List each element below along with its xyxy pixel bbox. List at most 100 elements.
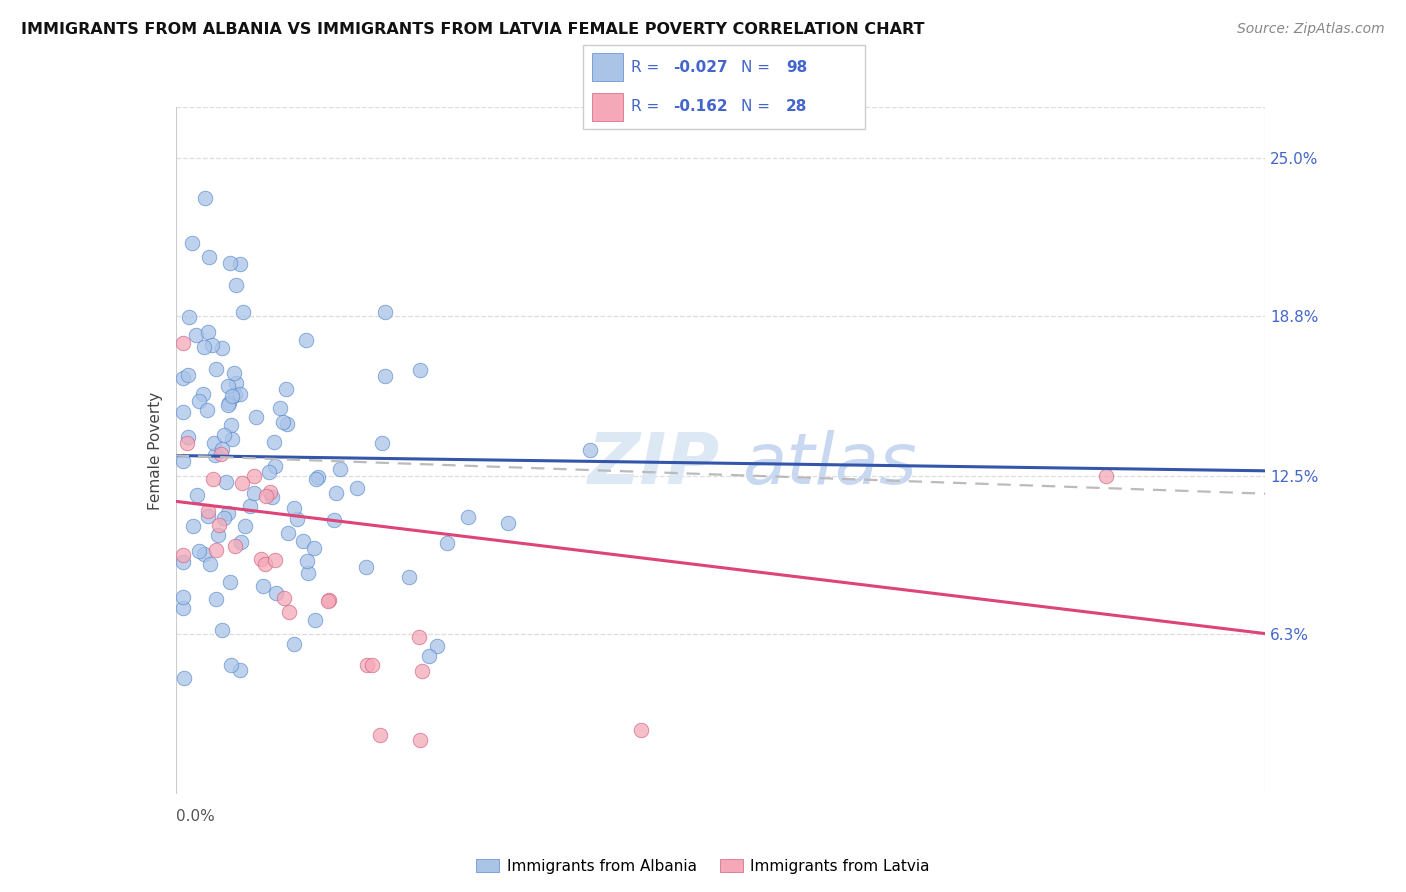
Point [215,475,238,489]
Point [418,649,440,664]
Point [188,543,211,558]
Point [177,430,200,444]
Point [212,511,235,525]
Point [231,475,253,490]
Point [217,506,239,520]
Point [292,534,315,549]
Point [186,488,208,502]
Point [225,278,247,293]
Point [409,733,432,747]
Point [193,547,215,561]
Point [224,388,246,402]
Point [225,376,247,390]
Point [194,191,217,205]
Point [224,539,246,553]
Point [273,591,295,605]
Text: R =: R = [631,99,665,114]
Text: atlas: atlas [742,430,917,499]
Point [197,509,219,524]
Point [278,606,301,620]
Point [221,432,243,446]
Point [277,526,299,541]
Point [361,657,384,672]
Point [374,369,396,384]
Point [1094,469,1116,483]
Point [346,481,368,495]
Point [304,541,326,555]
Point [207,528,229,542]
Point [181,519,204,533]
Point [205,592,228,607]
Point [457,509,479,524]
Point [254,489,277,503]
Point [211,623,233,637]
Point [285,512,308,526]
Point [259,485,281,500]
Point [172,371,194,385]
Point [195,403,218,417]
Point [408,630,430,644]
Point [329,462,352,476]
Point [211,442,233,456]
Point [172,454,194,468]
Point [172,590,194,604]
Point [305,472,328,486]
Point [276,417,298,431]
Point [409,363,432,377]
Point [274,382,297,396]
Point [295,553,318,567]
Point [252,579,274,593]
Point [218,396,240,410]
Point [205,361,228,376]
Point [204,449,226,463]
Point [217,379,239,393]
Point [229,257,252,271]
Point [172,336,194,351]
Point [221,657,243,672]
Text: N =: N = [741,60,775,75]
Point [498,516,520,530]
Point [294,333,316,347]
Point [243,486,266,500]
Point [217,398,239,412]
Point [201,472,224,486]
Point [283,637,305,651]
Point [222,366,245,380]
Point [356,657,378,672]
Point [239,500,262,514]
Point [201,338,224,352]
Point [318,594,340,608]
Text: -0.027: -0.027 [673,60,728,75]
Point [436,536,458,550]
Point [173,671,195,685]
Point [209,447,232,461]
Point [318,593,340,607]
Point [202,435,225,450]
Point [198,557,221,571]
Text: 28: 28 [786,99,807,114]
Text: 0.0%: 0.0% [176,809,215,824]
Point [172,549,194,563]
Text: R =: R = [631,60,665,75]
Point [176,436,198,450]
Legend: Immigrants from Albania, Immigrants from Latvia: Immigrants from Albania, Immigrants from… [470,853,936,880]
Point [368,728,391,742]
Point [253,557,276,571]
Point [250,552,273,566]
Point [172,600,194,615]
Point [233,519,256,533]
Point [269,401,291,415]
Point [219,418,242,433]
Point [180,235,202,250]
Point [197,504,219,518]
Point [172,555,194,569]
Point [172,405,194,419]
Point [304,613,326,627]
Point [187,393,209,408]
Point [177,368,200,383]
Point [325,486,347,500]
Point [219,256,242,270]
Point [208,517,231,532]
Point [374,305,396,319]
Point [205,543,228,558]
